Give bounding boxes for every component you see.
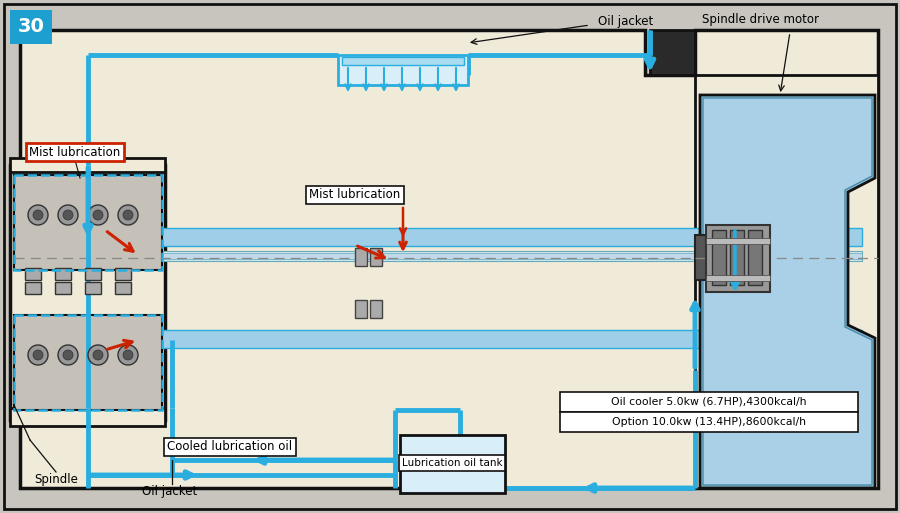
- Circle shape: [123, 350, 133, 360]
- Bar: [25, 268, 41, 280]
- Polygon shape: [700, 95, 875, 488]
- Polygon shape: [650, 30, 695, 75]
- Circle shape: [33, 210, 43, 220]
- Polygon shape: [703, 98, 872, 485]
- Bar: [85, 282, 101, 294]
- Text: Spindle: Spindle: [34, 473, 78, 486]
- Bar: [14, 330, 862, 348]
- Polygon shape: [695, 75, 878, 488]
- Bar: [338, 55, 468, 85]
- Bar: [14, 251, 862, 261]
- Circle shape: [88, 345, 108, 365]
- Bar: [115, 268, 131, 280]
- Bar: [10, 158, 165, 172]
- Bar: [370, 248, 382, 266]
- Text: Mist lubrication: Mist lubrication: [310, 188, 400, 202]
- Circle shape: [118, 345, 138, 365]
- Circle shape: [123, 210, 133, 220]
- Bar: [560, 412, 858, 432]
- Text: Spindle drive motor: Spindle drive motor: [701, 13, 818, 27]
- Bar: [560, 392, 858, 412]
- Polygon shape: [706, 225, 770, 292]
- Bar: [355, 300, 367, 318]
- Bar: [355, 248, 367, 266]
- Bar: [14, 175, 162, 270]
- Bar: [342, 57, 464, 65]
- Bar: [85, 268, 101, 280]
- Circle shape: [28, 205, 48, 225]
- Text: Option 10.0kw (13.4HP),8600kcal/h: Option 10.0kw (13.4HP),8600kcal/h: [612, 417, 806, 427]
- Circle shape: [93, 350, 103, 360]
- Bar: [706, 238, 770, 244]
- Polygon shape: [20, 30, 878, 488]
- Bar: [14, 253, 862, 259]
- Bar: [25, 282, 41, 294]
- Bar: [14, 315, 162, 410]
- Circle shape: [88, 205, 108, 225]
- Text: Oil jacket: Oil jacket: [142, 485, 198, 499]
- Bar: [706, 275, 770, 281]
- Bar: [400, 435, 505, 493]
- Bar: [695, 235, 707, 280]
- Text: Mist lubrication: Mist lubrication: [30, 146, 121, 159]
- Circle shape: [28, 345, 48, 365]
- Text: Cooled lubrication oil: Cooled lubrication oil: [167, 441, 292, 453]
- Circle shape: [33, 350, 43, 360]
- Text: Oil jacket: Oil jacket: [598, 15, 653, 29]
- Bar: [14, 315, 162, 410]
- Bar: [55, 282, 71, 294]
- Text: Lubrication oil tank: Lubrication oil tank: [401, 458, 502, 468]
- Bar: [712, 230, 726, 285]
- Circle shape: [118, 205, 138, 225]
- Text: 30: 30: [18, 17, 44, 36]
- Bar: [748, 230, 762, 285]
- Bar: [55, 268, 71, 280]
- Bar: [115, 282, 131, 294]
- Circle shape: [63, 350, 73, 360]
- Bar: [14, 228, 862, 246]
- Circle shape: [58, 345, 78, 365]
- Bar: [730, 230, 744, 285]
- Polygon shape: [10, 165, 165, 420]
- Text: Oil cooler 5.0kw (6.7HP),4300kcal/h: Oil cooler 5.0kw (6.7HP),4300kcal/h: [611, 397, 806, 407]
- Circle shape: [58, 205, 78, 225]
- Bar: [10, 10, 52, 44]
- Circle shape: [63, 210, 73, 220]
- Circle shape: [93, 210, 103, 220]
- Bar: [10, 408, 165, 426]
- Bar: [370, 300, 382, 318]
- Bar: [14, 175, 162, 270]
